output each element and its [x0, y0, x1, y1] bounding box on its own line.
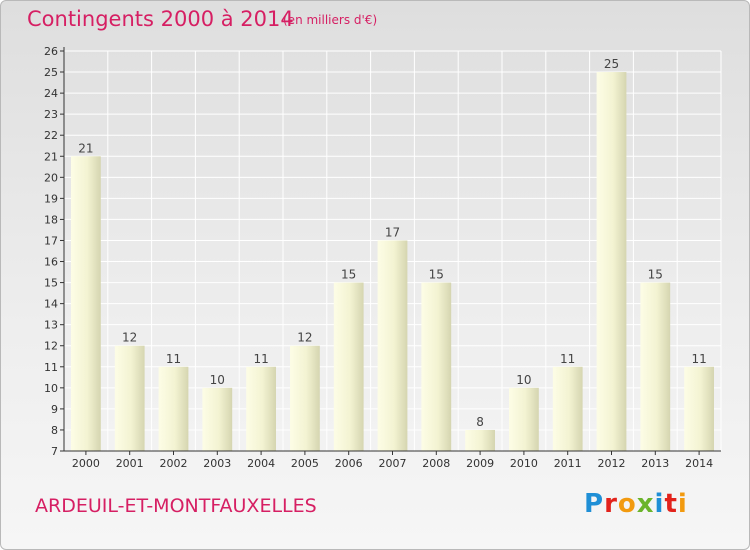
bar	[509, 387, 539, 451]
bar	[596, 72, 627, 451]
y-tick-label: 22	[44, 129, 58, 142]
y-tick-label: 24	[44, 87, 58, 100]
chart-subtitle: (en milliers d'€)	[283, 13, 378, 27]
bar	[158, 366, 189, 451]
bar	[290, 345, 320, 451]
y-tick-label: 13	[44, 319, 58, 332]
commune-name: ARDEUIL-ET-MONTFAUXELLES	[35, 495, 317, 517]
logo-letter: x	[636, 489, 655, 519]
logo-letter: i	[677, 489, 688, 519]
chart-title: Contingents 2000 à 2014	[27, 7, 294, 31]
bar	[552, 366, 583, 451]
x-tick-label: 2006	[335, 457, 363, 470]
y-tick-label: 7	[51, 445, 58, 458]
x-tick-label: 2010	[510, 457, 538, 470]
bar-value-label: 10	[516, 373, 531, 387]
bar-value-label: 8	[476, 415, 484, 429]
x-tick-label: 2004	[247, 457, 275, 470]
bar-value-label: 17	[385, 225, 400, 239]
bar-value-label: 21	[78, 141, 93, 155]
bar-value-label: 25	[604, 57, 619, 71]
bar-value-label: 15	[648, 268, 663, 282]
y-tick-label: 15	[44, 277, 58, 290]
x-tick-label: 2008	[422, 457, 450, 470]
bar	[202, 387, 233, 451]
y-tick-label: 26	[44, 45, 58, 58]
y-tick-label: 12	[44, 340, 58, 353]
x-tick-label: 2002	[160, 457, 188, 470]
bar-value-label: 11	[691, 352, 706, 366]
y-tick-label: 23	[44, 108, 58, 121]
logo-letter: r	[604, 489, 618, 519]
logo-letter: t	[664, 489, 678, 519]
y-tick-label: 21	[44, 150, 58, 163]
y-tick-label: 10	[44, 382, 58, 395]
x-tick-label: 2012	[598, 457, 626, 470]
y-tick-label: 25	[44, 66, 58, 79]
bar-value-label: 12	[297, 331, 312, 345]
y-tick-label: 16	[44, 256, 58, 269]
logo-letter: i	[654, 489, 665, 519]
bar	[640, 282, 671, 451]
logo-letter: o	[617, 489, 637, 519]
x-tick-label: 2001	[116, 457, 144, 470]
bar-value-label: 11	[166, 352, 181, 366]
y-tick-label: 18	[44, 213, 58, 226]
x-tick-label: 2014	[685, 457, 713, 470]
y-tick-label: 14	[44, 298, 58, 311]
bar-value-label: 11	[253, 352, 268, 366]
bar	[684, 366, 714, 451]
bar-value-label: 12	[122, 331, 137, 345]
logo-letter: P	[584, 489, 605, 519]
y-tick-label: 8	[51, 424, 58, 437]
x-tick-label: 2007	[379, 457, 407, 470]
bar	[465, 429, 495, 451]
x-tick-label: 2011	[554, 457, 582, 470]
bar-value-label: 15	[341, 268, 356, 282]
y-tick-label: 17	[44, 234, 58, 247]
y-tick-label: 19	[44, 192, 58, 205]
bar	[377, 240, 408, 451]
bar-value-label: 11	[560, 352, 575, 366]
bar	[114, 345, 145, 451]
bar	[71, 156, 101, 451]
proxiti-logo: Proxiti	[584, 489, 688, 519]
x-tick-label: 2000	[72, 457, 100, 470]
bar	[421, 282, 452, 451]
bar	[246, 366, 276, 451]
y-tick-label: 20	[44, 171, 58, 184]
x-tick-label: 2005	[291, 457, 319, 470]
bar-value-label: 10	[210, 373, 225, 387]
bar-value-label: 15	[429, 268, 444, 282]
y-tick-label: 9	[51, 403, 58, 416]
x-tick-label: 2013	[641, 457, 669, 470]
y-tick-label: 11	[44, 361, 58, 374]
x-tick-label: 2003	[203, 457, 231, 470]
x-tick-label: 2009	[466, 457, 494, 470]
bar	[333, 282, 364, 451]
